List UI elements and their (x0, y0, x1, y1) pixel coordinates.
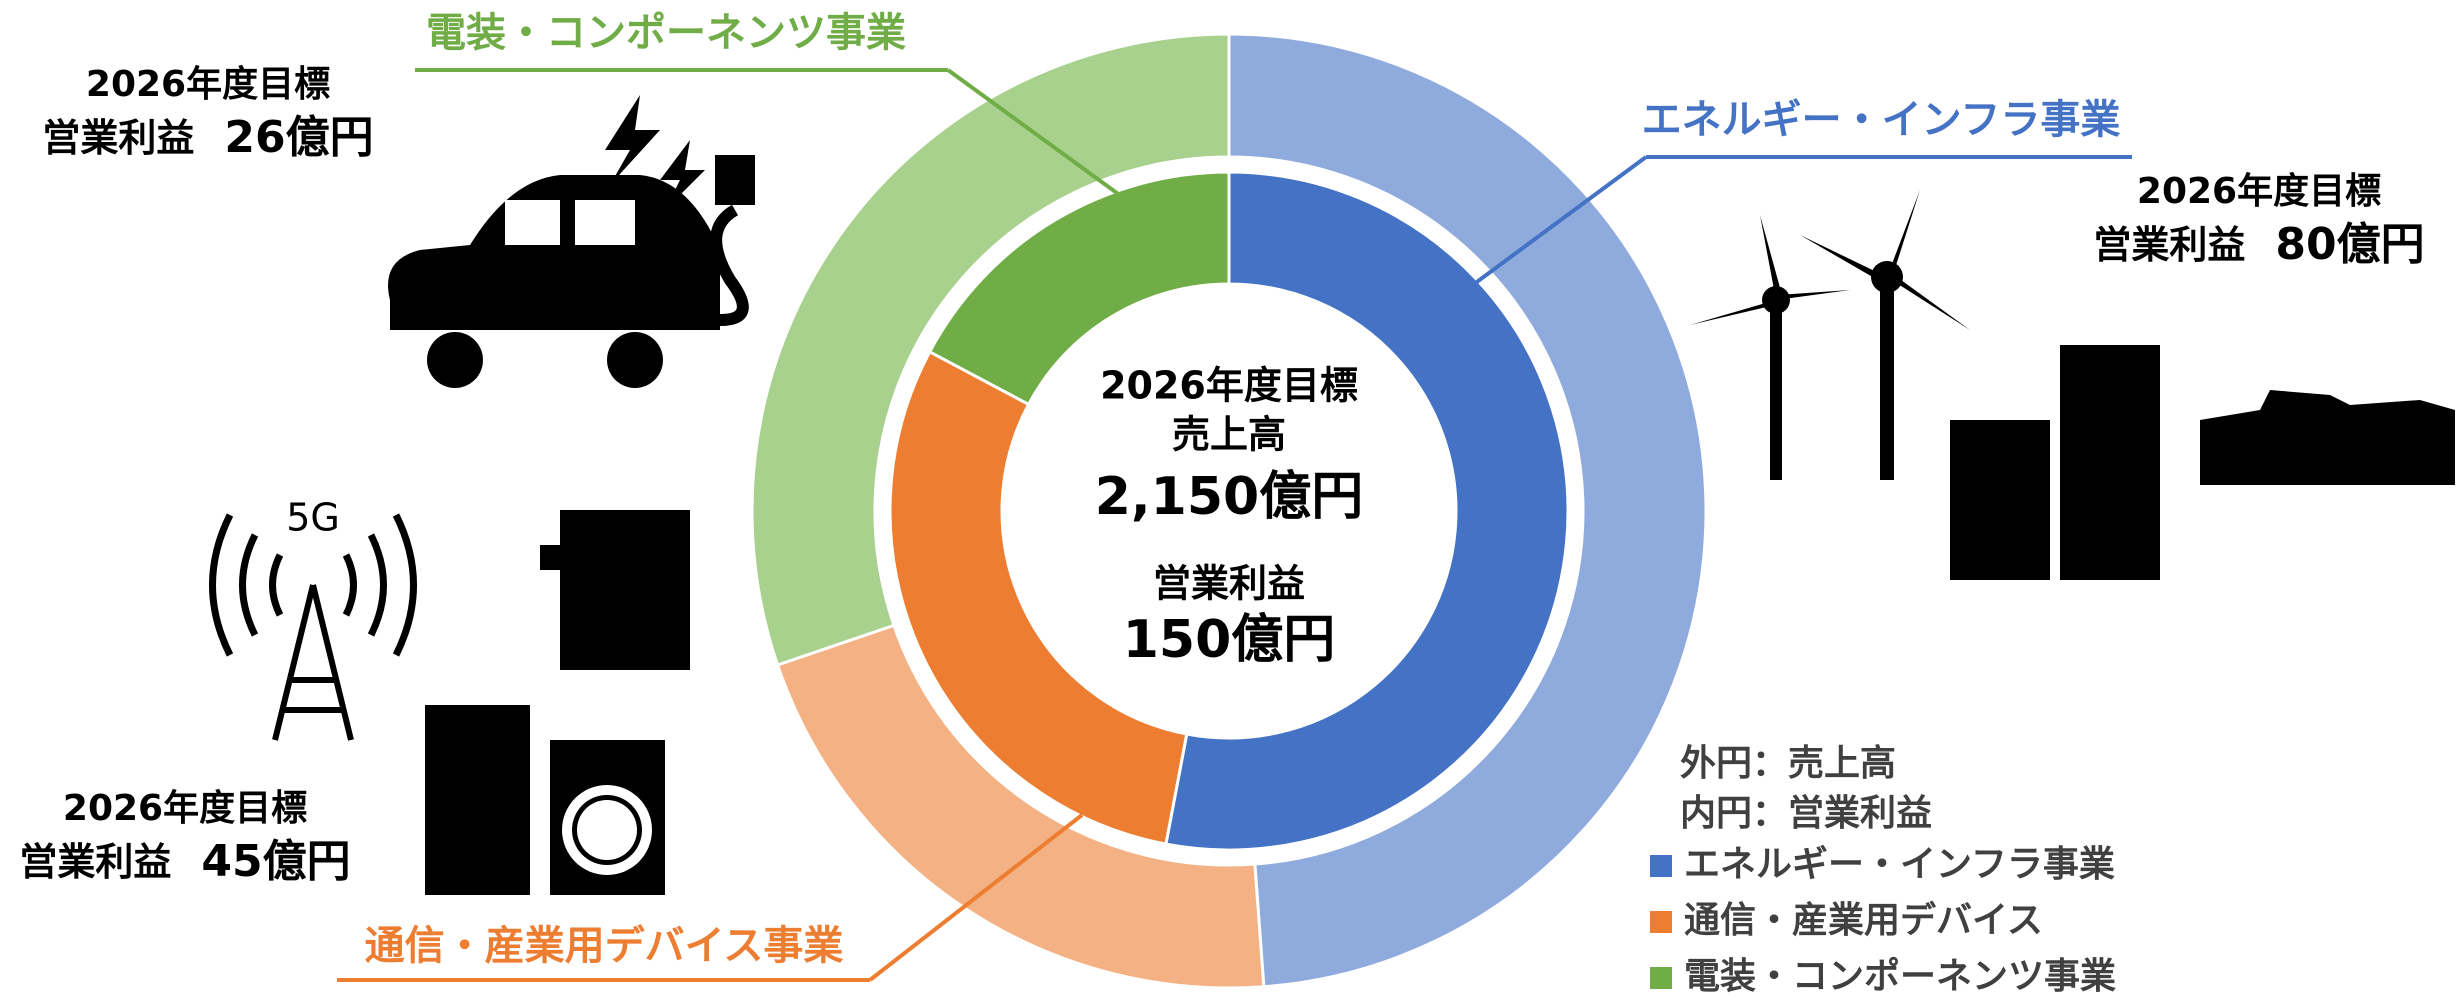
bolt (660, 140, 705, 210)
donut-segment (775, 623, 1266, 990)
city (2200, 390, 2455, 485)
center-total: 150億円 (1123, 610, 1336, 670)
legend-swatch (1650, 855, 1672, 877)
building (1950, 420, 2050, 580)
legend-label: 電装・コンポーネンツ事業 (1684, 955, 2116, 997)
data-label: 45億円 (201, 836, 350, 887)
center-heading: 2026年度目標 (1100, 364, 1358, 408)
callout-line (946, 68, 1123, 198)
tower (272, 584, 354, 741)
annotation-metric: 営業利益 (42, 116, 194, 160)
donut-segment (750, 32, 1231, 667)
annotation-value: 営業利益 80億円 (2093, 219, 2424, 270)
annotation-metric: 営業利益 (2093, 223, 2245, 267)
donut-segment (1227, 32, 1708, 989)
data-label: 26億円 (224, 112, 373, 163)
plug (715, 155, 755, 205)
donut-segment (1164, 170, 1570, 852)
annotation-value: 営業利益 45億円 (19, 836, 350, 887)
annotation-metric: 営業利益 (19, 840, 171, 884)
donut-segment (927, 170, 1231, 407)
callout-label: 電装・コンポーネンツ事業 (426, 10, 906, 56)
legend-label: 通信・産業用デバイス (1684, 899, 2043, 941)
icons: 5G (209, 95, 2455, 895)
car-window (505, 200, 560, 245)
annotation-heading: 2026年度目標 (86, 64, 330, 105)
annotation-value: 営業利益 26億円 (42, 112, 373, 163)
car-wheel (607, 332, 663, 388)
bolt (605, 95, 660, 185)
printer (560, 510, 690, 670)
car-icon (388, 175, 720, 330)
annotation-heading: 2026年度目標 (2137, 171, 2381, 212)
center-total: 2,150億円 (1095, 467, 1363, 527)
windmill (1880, 290, 1894, 480)
windmill-blade (1690, 215, 1850, 325)
callout-line (1468, 155, 1648, 289)
legend-note: 外円：売上高 (1680, 743, 1896, 784)
printer-top (540, 545, 580, 570)
legend-swatch (1650, 911, 1672, 933)
donut-segment (888, 349, 1189, 846)
callout-label: 通信・産業用デバイス事業 (365, 923, 844, 969)
callout-line (868, 813, 1084, 982)
center-label: 売上高 (1172, 413, 1286, 457)
windmill (1770, 310, 1782, 480)
legend-swatch (1650, 967, 1672, 989)
car-window (575, 200, 635, 245)
fridge (425, 705, 530, 895)
cable (710, 204, 749, 326)
signal (209, 513, 417, 657)
legend-note: 内円：営業利益 (1680, 793, 1932, 834)
center-label: 営業利益 (1153, 562, 1305, 606)
data-label: 80億円 (2275, 219, 2424, 270)
annotation-heading: 2026年度目標 (63, 788, 307, 829)
building (2060, 345, 2160, 580)
washer-door (577, 800, 637, 860)
legend-label: エネルギー・インフラ事業 (1684, 844, 2115, 885)
5g-icon: 5G (286, 496, 340, 540)
callout-label: エネルギー・インフラ事業 (1642, 97, 2121, 143)
car-wheel (427, 332, 483, 388)
